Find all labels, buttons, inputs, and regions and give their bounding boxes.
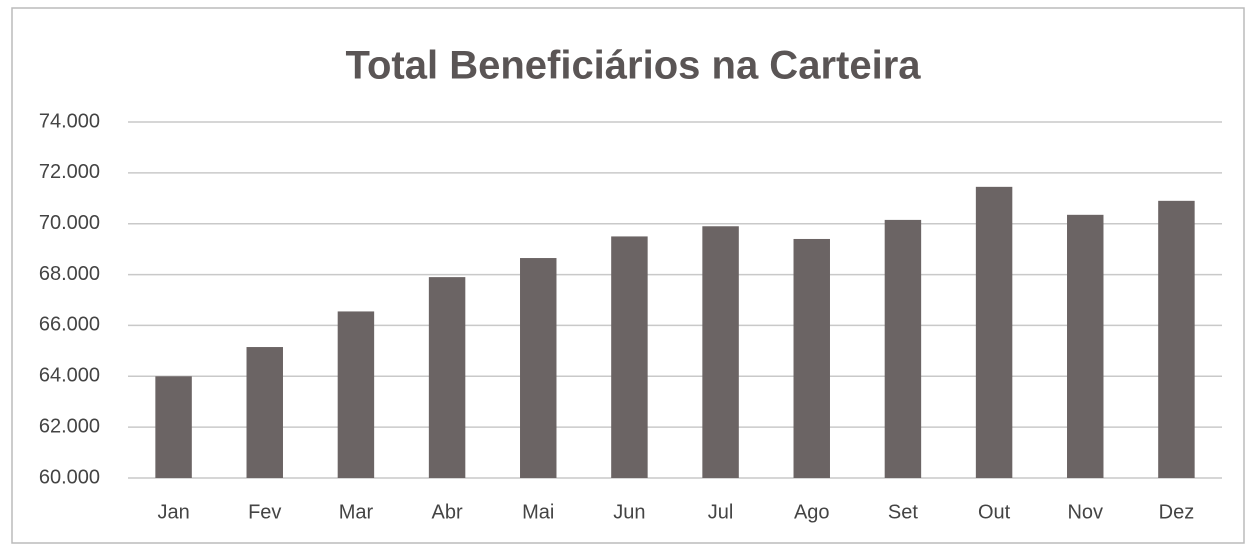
x-tick-label: Mar — [339, 501, 374, 523]
bar — [155, 376, 192, 478]
y-tick-label: 64.000 — [39, 365, 100, 387]
y-tick-label: 70.000 — [39, 212, 100, 234]
bar — [520, 258, 557, 478]
x-tick-label: Set — [888, 501, 918, 523]
bar — [1158, 200, 1195, 479]
bar — [337, 311, 375, 478]
x-tick-label: Jul — [708, 501, 734, 523]
x-tick-label: Ago — [794, 501, 830, 523]
bar — [428, 277, 466, 478]
y-tick-label: 62.000 — [39, 415, 100, 437]
bar — [975, 186, 1013, 479]
chart-title: Total Beneficiários na Carteira — [346, 44, 922, 88]
bar — [611, 236, 648, 478]
bar — [702, 226, 739, 478]
y-tick-label: 72.000 — [39, 161, 100, 183]
bar — [246, 347, 283, 478]
y-tick-label: 74.000 — [39, 110, 100, 132]
x-tick-label: Mai — [522, 501, 554, 523]
x-tick-label: Abr — [432, 501, 463, 523]
y-tick-label: 66.000 — [39, 314, 100, 336]
x-tick-label: Fev — [248, 501, 281, 523]
bar — [793, 238, 830, 478]
y-tick-label: 60.000 — [39, 466, 100, 488]
x-tick-label: Jan — [157, 501, 189, 523]
y-tick-label: 68.000 — [39, 263, 100, 285]
x-tick-label: Jun — [613, 501, 645, 523]
x-tick-label: Out — [978, 501, 1011, 523]
x-tick-label: Nov — [1067, 501, 1103, 523]
bar — [1067, 214, 1104, 479]
x-tick-label: Dez — [1159, 501, 1195, 523]
bar — [884, 219, 922, 478]
